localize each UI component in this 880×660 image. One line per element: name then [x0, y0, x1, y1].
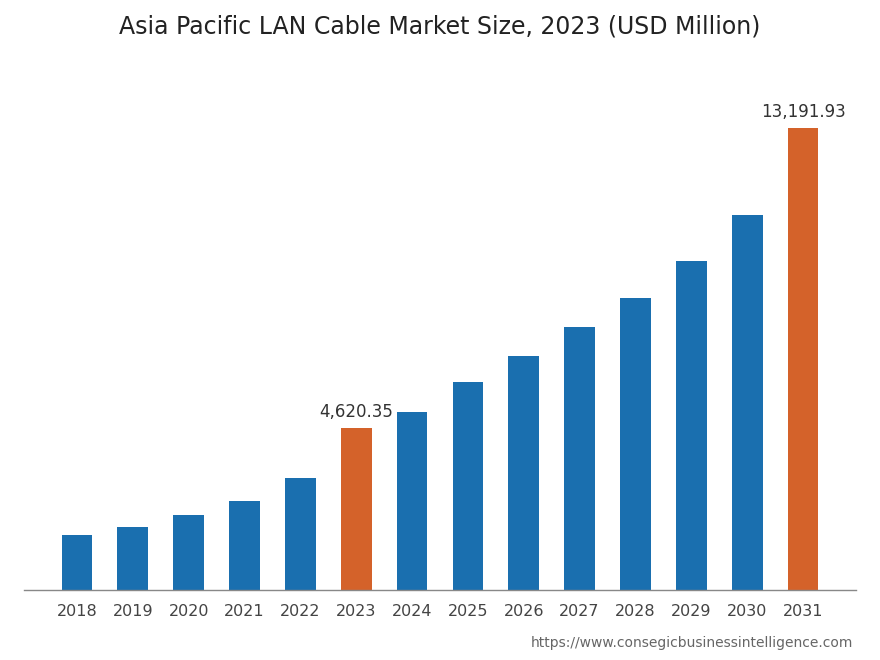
- Bar: [676, 261, 707, 591]
- Bar: [564, 327, 595, 591]
- Bar: [509, 356, 539, 591]
- Bar: [341, 428, 371, 591]
- Bar: [62, 535, 92, 591]
- Text: https://www.consegicbusinessintelligence.com: https://www.consegicbusinessintelligence…: [532, 636, 854, 650]
- Bar: [285, 478, 316, 591]
- Bar: [397, 412, 428, 591]
- Bar: [788, 128, 818, 591]
- Bar: [452, 382, 483, 591]
- Bar: [118, 527, 148, 591]
- Title: Asia Pacific LAN Cable Market Size, 2023 (USD Million): Asia Pacific LAN Cable Market Size, 2023…: [120, 15, 760, 39]
- Bar: [620, 298, 651, 591]
- Bar: [229, 501, 260, 591]
- Text: 4,620.35: 4,620.35: [319, 403, 393, 422]
- Bar: [732, 215, 762, 591]
- Text: 13,191.93: 13,191.93: [760, 103, 846, 121]
- Bar: [173, 515, 204, 591]
